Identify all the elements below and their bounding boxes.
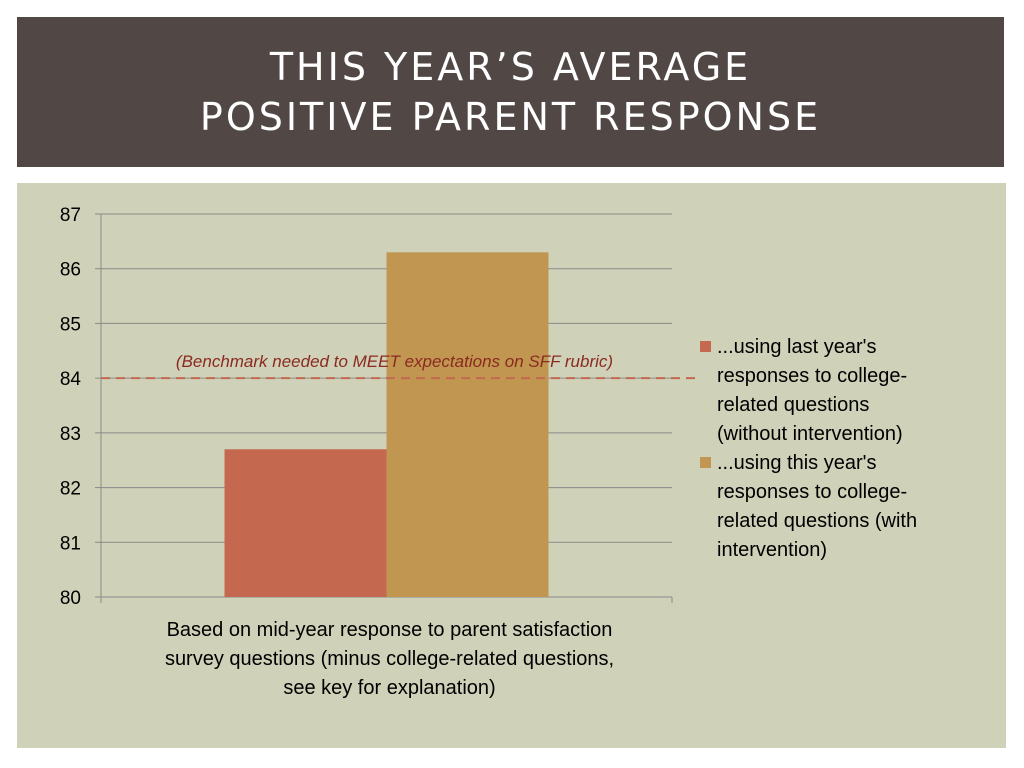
legend-line: related questions (717, 394, 870, 416)
legend-text-series2: ...using this year's responses to colleg… (717, 449, 917, 565)
legend-swatch-series2 (700, 457, 711, 468)
y-tick-label: 80 (60, 588, 81, 609)
y-tick-label: 82 (60, 479, 81, 500)
benchmark-label: (Benchmark needed to MEET expectations o… (176, 352, 613, 371)
y-tick-label: 84 (60, 369, 82, 390)
legend-item-series1: ...using last year's responses to colleg… (700, 333, 990, 449)
x-category-line: Based on mid-year response to parent sat… (166, 619, 613, 641)
legend-text-series1: ...using last year's responses to colleg… (717, 333, 907, 449)
y-tick-label: 86 (60, 260, 81, 281)
y-tick-label: 81 (60, 533, 81, 554)
bar-series2 (386, 252, 549, 598)
chart-panel: 80 81 82 83 84 85 86 87 (Benchmark needed to MEE… (17, 183, 1006, 748)
legend-line: (without intervention) (717, 423, 903, 445)
chart-svg: 80 81 82 83 84 85 86 87 (Benchmark needed to MEE… (60, 205, 700, 609)
y-tick-label: 87 (60, 205, 81, 226)
legend-line: responses to college- (717, 365, 908, 387)
title-bar: THIS YEAR’S AVERAGE POSITIVE PARENT RESP… (17, 17, 1004, 167)
x-category-label: Based on mid-year response to parent sat… (117, 616, 662, 703)
legend-swatch-series1 (700, 341, 711, 352)
x-category-line: survey questions (minus college-related … (164, 648, 615, 670)
legend-line: responses to college- (717, 481, 908, 503)
legend-line: ...using last year's (717, 336, 877, 358)
x-category-line: see key for explanation) (283, 677, 496, 699)
bar-series1 (224, 449, 387, 597)
title-line-2: POSITIVE PARENT RESPONSE (199, 95, 822, 139)
legend: ...using last year's responses to colleg… (700, 333, 990, 565)
legend-line: related questions (with (717, 510, 918, 532)
y-tick-label: 83 (60, 424, 81, 445)
title-line-1: THIS YEAR’S AVERAGE (269, 45, 752, 89)
legend-line: ...using this year's (717, 452, 877, 474)
legend-line: intervention) (717, 539, 828, 561)
legend-item-series2: ...using this year's responses to colleg… (700, 449, 990, 565)
y-tick-label: 85 (60, 314, 81, 335)
